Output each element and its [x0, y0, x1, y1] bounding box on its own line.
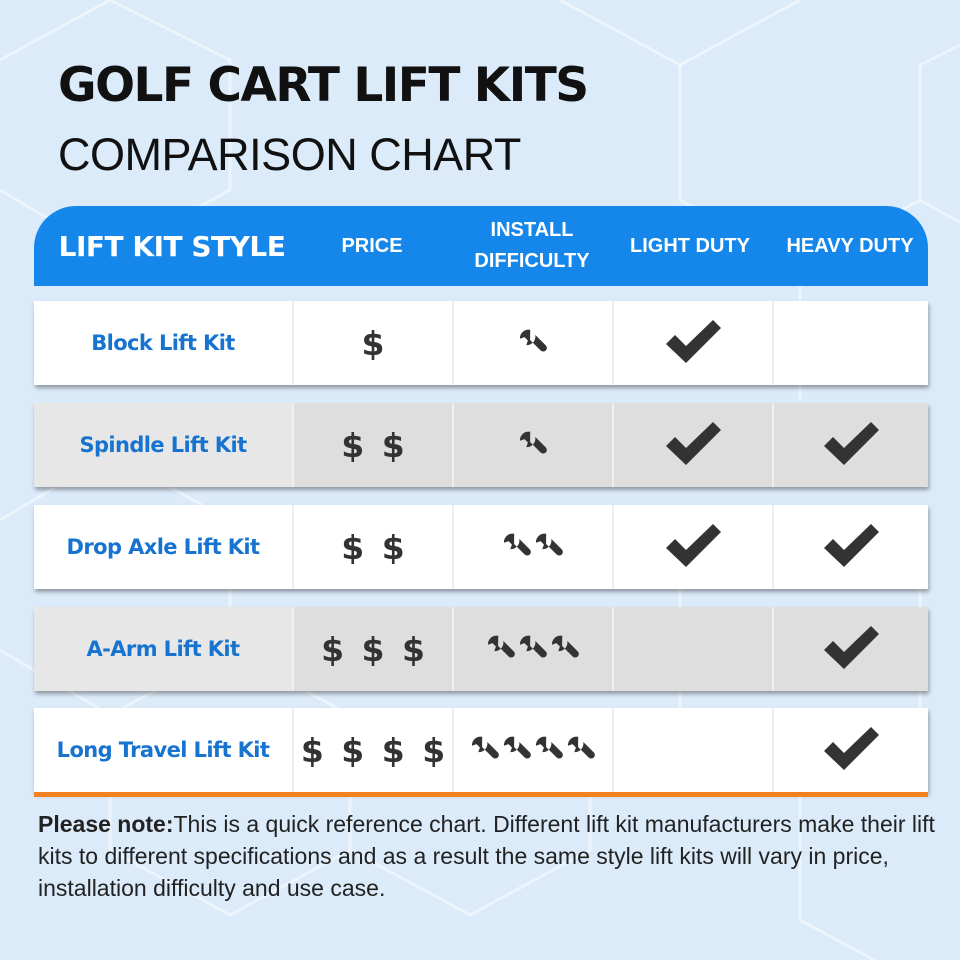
- cell-light-duty: [612, 403, 774, 487]
- cell-heavy-duty: [772, 301, 930, 385]
- header-price: PRICE: [341, 234, 403, 257]
- page-subtitle: COMPARISON CHART: [58, 129, 521, 180]
- difficulty-rating: [518, 322, 550, 365]
- note-text: This is a quick reference chart. Differe…: [38, 811, 935, 901]
- table-row: Block Lift Kit $: [34, 301, 928, 385]
- cell-heavy-duty: [772, 607, 930, 691]
- checkmark-icon: [664, 521, 724, 574]
- lift-kit-name: Spindle Lift Kit: [79, 433, 247, 457]
- checkmark-icon: [822, 623, 882, 676]
- wrench-icon: [515, 322, 553, 365]
- cell-light-duty: [612, 708, 774, 792]
- price-rating: $ $: [341, 425, 407, 465]
- header-install-line2: DIFFICULTY: [474, 250, 590, 272]
- difficulty-rating: [502, 526, 566, 569]
- cell-heavy-duty: [772, 505, 930, 589]
- lift-kit-name: Long Travel Lift Kit: [56, 738, 270, 762]
- cell-price: $ $: [292, 403, 454, 487]
- lift-kit-name: Drop Axle Lift Kit: [66, 535, 260, 559]
- cell-price: $: [292, 301, 454, 385]
- cell-install-difficulty: [452, 505, 614, 589]
- cell-install-difficulty: [452, 403, 614, 487]
- checkmark-icon: [822, 724, 882, 777]
- table-row: A-Arm Lift Kit $ $ $: [34, 607, 928, 691]
- cell-style: A-Arm Lift Kit: [34, 607, 292, 691]
- price-rating: $ $: [341, 527, 407, 567]
- checkmark-icon: [822, 521, 882, 574]
- cell-style: Long Travel Lift Kit: [34, 708, 292, 792]
- header-install-line1: INSTALL: [490, 219, 574, 241]
- table-row: Long Travel Lift Kit $ $ $ $: [34, 708, 928, 792]
- header-heavy-duty: HEAVY DUTY: [786, 234, 914, 257]
- accent-divider: [34, 792, 928, 797]
- header-light-duty: LIGHT DUTY: [630, 234, 750, 257]
- cell-price: $ $: [292, 505, 454, 589]
- table-row: Spindle Lift Kit $ $: [34, 403, 928, 487]
- cell-price: $ $ $: [292, 607, 454, 691]
- difficulty-rating: [486, 628, 582, 671]
- reference-note: Please note:This is a quick reference ch…: [38, 808, 938, 904]
- wrench-icon: [563, 729, 601, 772]
- wrench-icon: [515, 424, 553, 467]
- wrench-icon: [483, 628, 521, 671]
- wrench-icon: [531, 729, 569, 772]
- wrench-icon: [499, 526, 537, 569]
- lift-kit-name: Block Lift Kit: [91, 331, 235, 355]
- cell-install-difficulty: [452, 301, 614, 385]
- note-label: Please note:: [38, 811, 174, 837]
- cell-heavy-duty: [772, 403, 930, 487]
- wrench-icon: [499, 729, 537, 772]
- table-header-bar: [34, 206, 928, 286]
- cell-price: $ $ $ $: [292, 708, 454, 792]
- wrench-icon: [547, 628, 585, 671]
- checkmark-icon: [664, 317, 724, 370]
- lift-kit-name: A-Arm Lift Kit: [86, 637, 241, 661]
- checkmark-icon: [822, 419, 882, 472]
- cell-style: Block Lift Kit: [34, 301, 292, 385]
- cell-heavy-duty: [772, 708, 930, 792]
- price-rating: $: [361, 323, 387, 363]
- wrench-icon: [531, 526, 569, 569]
- header-install-difficulty: INSTALL DIFFICULTY: [452, 206, 612, 286]
- cell-light-duty: [612, 301, 774, 385]
- wrench-icon: [515, 628, 553, 671]
- table-row: Drop Axle Lift Kit $ $: [34, 505, 928, 589]
- cell-style: Drop Axle Lift Kit: [34, 505, 292, 589]
- page-title: GOLF CART LIFT KITS: [58, 58, 589, 113]
- cell-install-difficulty: [452, 607, 614, 691]
- difficulty-rating: [470, 729, 598, 772]
- cell-light-duty: [612, 607, 774, 691]
- header-lift-kit-style: LIFT KIT STYLE: [58, 229, 286, 263]
- price-rating: $ $ $: [321, 629, 427, 669]
- cell-light-duty: [612, 505, 774, 589]
- wrench-icon: [467, 729, 505, 772]
- difficulty-rating: [518, 424, 550, 467]
- checkmark-icon: [664, 419, 724, 472]
- cell-style: Spindle Lift Kit: [34, 403, 292, 487]
- price-rating: $ $ $ $: [300, 730, 448, 770]
- cell-install-difficulty: [452, 708, 614, 792]
